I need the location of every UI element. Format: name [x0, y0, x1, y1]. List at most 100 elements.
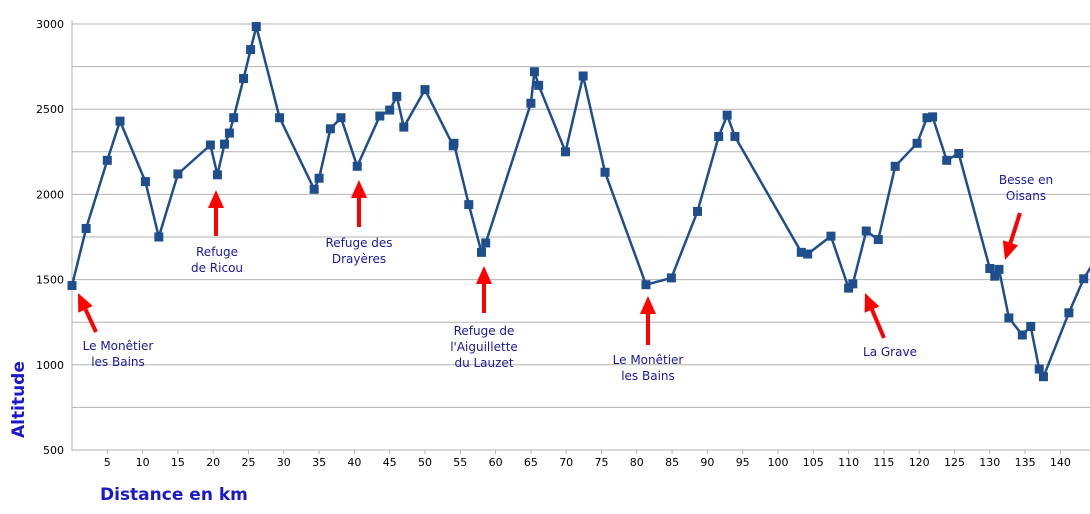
- x-tick-label: 75: [595, 456, 609, 469]
- x-tick-label: 105: [803, 456, 824, 469]
- data-point: [1004, 313, 1014, 323]
- y-tick-labels: 500 1000 1500 2000 2500 3000: [36, 18, 64, 457]
- red-arrow-icon: [351, 180, 367, 198]
- data-point: [229, 113, 239, 123]
- data-point: [912, 138, 922, 148]
- data-point: [1034, 364, 1044, 374]
- data-point: [67, 281, 77, 291]
- data-point: [534, 80, 544, 90]
- x-tick-label: 25: [242, 456, 256, 469]
- data-point: [102, 155, 112, 165]
- annotation-label: Refuge des: [325, 236, 392, 250]
- x-tick-label: 30: [277, 456, 291, 469]
- altitude-series: [67, 22, 1090, 382]
- annotation-label: Refuge de: [454, 324, 515, 338]
- data-point: [352, 161, 362, 171]
- x-tick-label: 135: [1015, 456, 1036, 469]
- data-point: [173, 169, 183, 179]
- data-point: [399, 122, 409, 132]
- data-point: [641, 280, 651, 290]
- data-point: [81, 223, 91, 233]
- data-point: [212, 170, 222, 180]
- data-point: [385, 105, 395, 115]
- data-point: [1079, 274, 1089, 284]
- data-point: [848, 279, 858, 289]
- data-point: [714, 131, 724, 141]
- data-point: [730, 131, 740, 141]
- x-tick-label: 110: [838, 456, 859, 469]
- x-tick-label: 60: [489, 456, 503, 469]
- data-point: [890, 161, 900, 171]
- data-point: [826, 231, 836, 241]
- annotation-label: l'Aiguillette: [450, 340, 518, 354]
- y-tick-label: 500: [43, 444, 64, 457]
- x-tick-label: 90: [700, 456, 714, 469]
- data-point: [942, 155, 952, 165]
- y-tick-label: 2000: [36, 188, 64, 201]
- annotation-label: de Ricou: [191, 261, 243, 275]
- x-tick-label: 50: [418, 456, 432, 469]
- x-tick-label: 35: [312, 456, 326, 469]
- data-point: [954, 149, 964, 159]
- red-arrow-icon: [1002, 240, 1019, 260]
- data-point: [239, 74, 249, 84]
- data-point: [796, 247, 806, 257]
- data-point: [873, 235, 883, 245]
- data-point: [722, 110, 732, 120]
- data-point: [481, 238, 491, 248]
- x-tick-label: 20: [206, 456, 220, 469]
- annotation-label: du Lauzet: [454, 356, 513, 370]
- red-arrow-icon: [640, 296, 656, 314]
- x-tick-label: 120: [909, 456, 930, 469]
- y-tick-label: 1000: [36, 359, 64, 372]
- annotations: Le Monêtier les Bains Refuge de Ricou Refuge…: [78, 173, 1053, 383]
- data-point: [803, 249, 813, 259]
- data-point: [314, 173, 324, 183]
- data-point: [1038, 372, 1048, 382]
- data-point: [309, 184, 319, 194]
- axes: [71, 20, 1090, 454]
- annotation-label: Le Monêtier: [83, 339, 154, 353]
- x-tick-label: 70: [559, 456, 573, 469]
- x-tick-label: 115: [873, 456, 894, 469]
- y-tick-label: 3000: [36, 18, 64, 31]
- x-tick-label: 140: [1050, 456, 1071, 469]
- data-point: [985, 264, 995, 274]
- x-tick-label: 80: [630, 456, 644, 469]
- x-tick-label: 55: [453, 456, 467, 469]
- data-point: [392, 91, 402, 101]
- data-point: [990, 271, 1000, 281]
- data-point: [529, 67, 539, 77]
- x-tick-label: 65: [524, 456, 538, 469]
- data-point: [251, 22, 261, 32]
- x-tick-labels: 5 10 15 20 25 30 35 40 45 50 55 60 65 70 75 80 85 90 95 100…: [104, 456, 1071, 469]
- x-tick-label: 100: [768, 456, 789, 469]
- annotation-label: Refuge: [196, 245, 238, 259]
- x-tick-label: 10: [136, 456, 150, 469]
- data-point: [205, 140, 215, 150]
- data-point: [154, 232, 164, 242]
- red-arrow-icon: [208, 190, 224, 208]
- annotation-label: les Bains: [621, 369, 675, 383]
- x-tick-label: 45: [383, 456, 397, 469]
- data-point: [420, 85, 430, 95]
- x-axis-title: Distance en km: [100, 485, 248, 505]
- x-tick-label: 40: [347, 456, 361, 469]
- data-point: [224, 128, 234, 138]
- annotation-label: Besse en: [999, 173, 1053, 187]
- data-point: [140, 177, 150, 187]
- data-point: [325, 124, 335, 134]
- x-tick-label: 130: [979, 456, 1000, 469]
- annotation-label: les Bains: [91, 355, 145, 369]
- red-arrow-icon: [476, 266, 492, 284]
- annotation-label: Oisans: [1006, 189, 1046, 203]
- data-point: [219, 139, 229, 149]
- data-point: [526, 98, 536, 108]
- data-point: [1064, 308, 1074, 318]
- y-axis-title: Altitude: [9, 361, 29, 438]
- data-point: [693, 206, 703, 216]
- data-point: [994, 264, 1004, 274]
- data-point: [1026, 321, 1036, 331]
- data-point: [578, 71, 588, 81]
